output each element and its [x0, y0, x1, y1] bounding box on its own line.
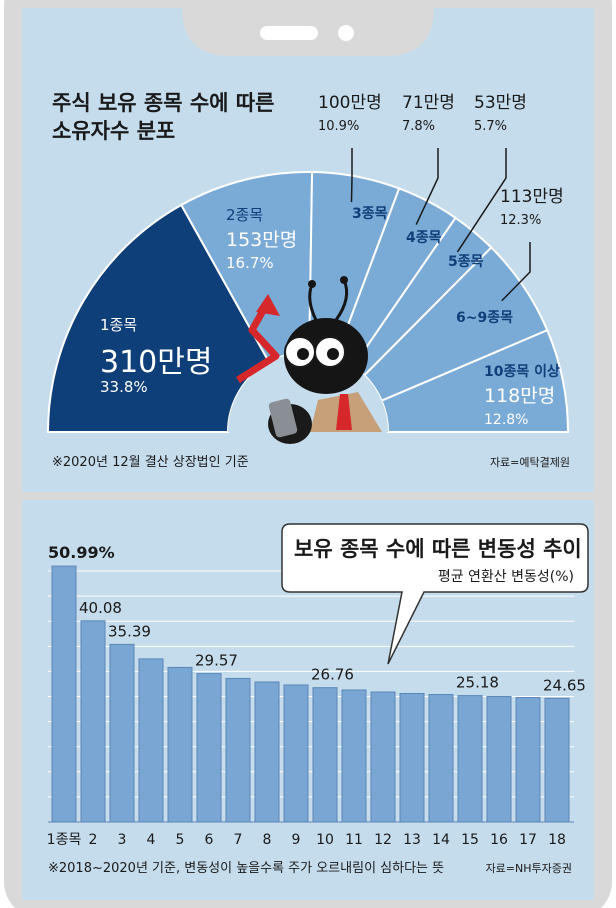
- bar-x-tick-label: 9: [292, 832, 301, 848]
- bar-x-tick-label: 10: [316, 832, 334, 848]
- speaker-slot: [260, 26, 318, 40]
- pie-pct-label: 12.3%: [500, 213, 541, 228]
- pie-category-label: 10종목 이상: [484, 363, 560, 380]
- bar-x-tick-label: 4: [147, 832, 156, 848]
- bar: [109, 643, 135, 823]
- pie-count-label: 71만명: [402, 93, 455, 113]
- ant-mascot-illustration: [236, 276, 382, 444]
- bar-x-tick-label: 15: [461, 832, 479, 848]
- top-title-line2: 소유자수 분포: [52, 119, 175, 143]
- bar: [312, 687, 338, 823]
- bar: [51, 565, 77, 823]
- bar-x-tick-label: 11: [345, 832, 363, 848]
- bar-x-tick-label: 5: [176, 832, 185, 848]
- pie-count-label: 310만명: [100, 345, 212, 380]
- bar: [544, 697, 570, 823]
- pie-category-label: 3종목: [352, 206, 388, 222]
- bar-x-tick-label: 16: [490, 832, 508, 848]
- bar-x-tick-label: 1종목: [47, 832, 82, 848]
- bar-chart: [51, 565, 570, 823]
- bar-x-tick-label: 7: [234, 832, 243, 848]
- bar: [428, 694, 454, 823]
- pie-category-label: 2종목: [226, 206, 263, 224]
- bar-x-tick-label: 13: [403, 832, 421, 848]
- bar-value-label: 25.18: [456, 674, 499, 692]
- bar: [399, 693, 425, 823]
- bar: [515, 697, 541, 823]
- pie-category-label: 1종목: [100, 316, 137, 334]
- pie-count-label: 100만명: [318, 93, 382, 113]
- camera-dot: [338, 25, 354, 41]
- bar-value-label: 29.57: [195, 652, 238, 670]
- pie-count-label: 53만명: [474, 93, 527, 113]
- bar: [138, 658, 164, 823]
- pie-pct-label: 33.8%: [100, 378, 148, 396]
- pie-leader-line: [501, 242, 531, 302]
- bar-value-label: 40.08: [79, 599, 122, 617]
- bar-x-tick-label: 6: [205, 832, 214, 848]
- bar: [283, 684, 309, 823]
- bar-x-tick-label: 2: [89, 832, 98, 848]
- bar-value-label: 26.76: [311, 666, 354, 684]
- pie-count-label: 153만명: [226, 229, 297, 251]
- bottom-subtitle: 평균 연환산 변동성(%): [438, 569, 574, 585]
- pie-pct-label: 7.8%: [402, 119, 435, 134]
- top-footnote: ※2020년 12월 결산 상장법인 기준: [52, 455, 249, 470]
- bottom-source: 자료=NH투자증권: [486, 862, 572, 875]
- bar-x-tick-label: 3: [118, 832, 127, 848]
- bar-data-labels: 50.99% 40.08 35.39 29.57 26.76 25.18 24.65: [48, 543, 586, 694]
- pie-count-label: 113만명: [500, 187, 564, 207]
- top-source: 자료=예탁결제원: [490, 456, 570, 469]
- pie-leader-line: [456, 148, 507, 253]
- bar: [254, 681, 280, 823]
- pie-leader-line: [350, 148, 353, 203]
- bar: [225, 677, 251, 823]
- bar: [341, 689, 367, 823]
- bar-x-tick-label: 14: [432, 832, 450, 848]
- bar: [486, 696, 512, 823]
- bar: [196, 673, 222, 823]
- bar-value-label: 24.65: [543, 676, 586, 694]
- pie-category-label: 5종목: [448, 254, 484, 270]
- chart-title-bubble: [281, 523, 589, 665]
- pie-pct-label: 10.9%: [318, 119, 359, 134]
- bar: [370, 691, 396, 823]
- pie-pct-label: 5.7%: [474, 119, 507, 134]
- pie-count-label: 118만명: [484, 385, 555, 407]
- bar-x-tick-labels: 1종목 2 3 4 5 6 7 8 9 10 11 12 13 14 15 16 17 18: [47, 832, 566, 848]
- bar-value-label: 35.39: [108, 622, 151, 640]
- bar-x-tick-label: 12: [374, 832, 392, 848]
- pie-pct-label: 16.7%: [226, 254, 274, 272]
- bar-value-label: 50.99%: [48, 543, 115, 562]
- bar-x-tick-label: 17: [519, 832, 537, 848]
- bar-x-tick-label: 8: [263, 832, 272, 848]
- pie-category-label: 6~9종목: [456, 310, 513, 326]
- pie-category-label: 4종목: [406, 230, 442, 246]
- bottom-title: 보유 종목 수에 따른 변동성 추이: [294, 537, 582, 561]
- bar: [167, 666, 193, 823]
- top-title-line1: 주식 보유 종목 수에 따른: [52, 91, 274, 115]
- pie-pct-label: 12.8%: [484, 412, 528, 428]
- bar-x-tick-label: 18: [548, 832, 566, 848]
- pie-leader-line: [415, 148, 439, 225]
- bar: [457, 695, 483, 823]
- bottom-footnote: ※2018~2020년 기준, 변동성이 높을수록 주가 오르내림이 심하다는 …: [48, 861, 444, 876]
- bar: [80, 620, 106, 823]
